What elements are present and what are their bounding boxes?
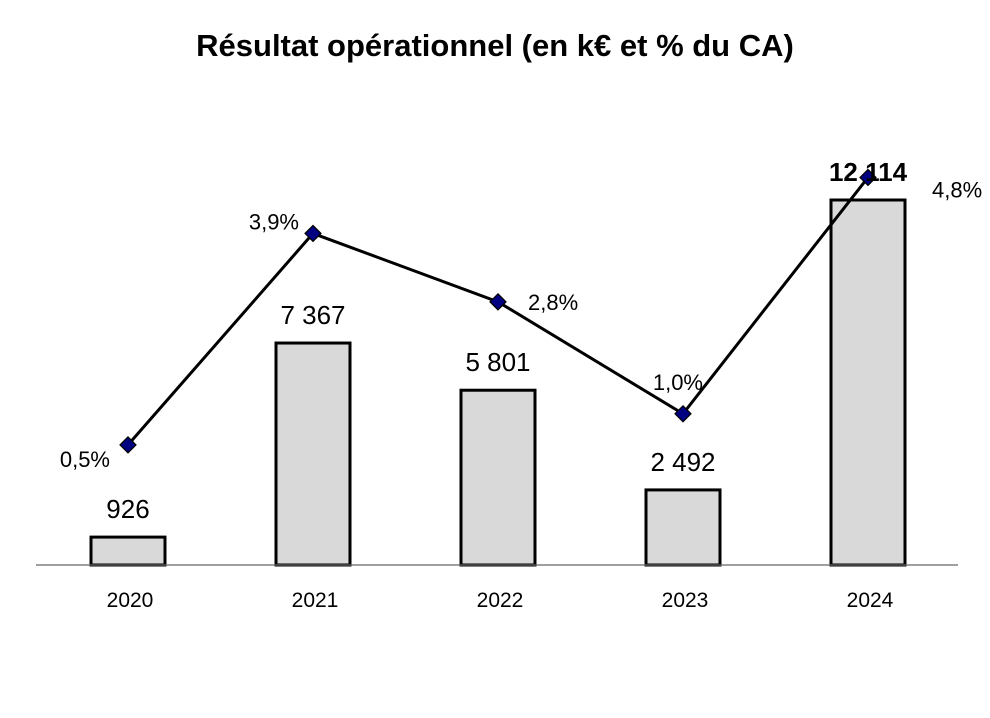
line-point-marker [859, 168, 877, 187]
x-tick-label: 2024 [847, 589, 894, 612]
bar-2022 [459, 388, 537, 567]
line-point-marker [119, 436, 137, 454]
bar-2023 [644, 488, 722, 567]
bar-value-label: 926 [106, 494, 149, 524]
percent-label: 2,8% [528, 290, 578, 315]
percent-label: 1,0% [653, 370, 703, 395]
percent-label: 0,5% [60, 447, 110, 472]
line-point-marker [489, 292, 507, 311]
bar-2024 [829, 198, 907, 567]
bar-value-label: 2 492 [650, 447, 715, 477]
percent-label: 4,8% [932, 177, 982, 202]
labels-layer: 926 2020 7 367 2021 5 801 2022 2 492 2023 12 114… [60, 157, 982, 612]
x-tick-label: 2022 [477, 589, 524, 612]
line-point-marker [674, 404, 692, 423]
x-tick-label: 2021 [292, 589, 339, 612]
bar-value-label: 5 801 [465, 347, 530, 377]
chart-title: Résultat opérationnel (en k€ et % du CA) [196, 28, 794, 63]
bars-layer [89, 198, 907, 567]
line-point-marker [304, 224, 322, 243]
bar-value-label: 12 114 [829, 157, 908, 187]
x-tick-label: 2023 [662, 589, 709, 612]
x-tick-label: 2020 [107, 589, 154, 612]
percent-label: 3,9% [249, 209, 299, 234]
bar-value-label: 7 367 [280, 300, 345, 330]
line-layer [119, 168, 877, 454]
bar-2021 [274, 341, 352, 567]
bar-2020 [89, 535, 167, 567]
